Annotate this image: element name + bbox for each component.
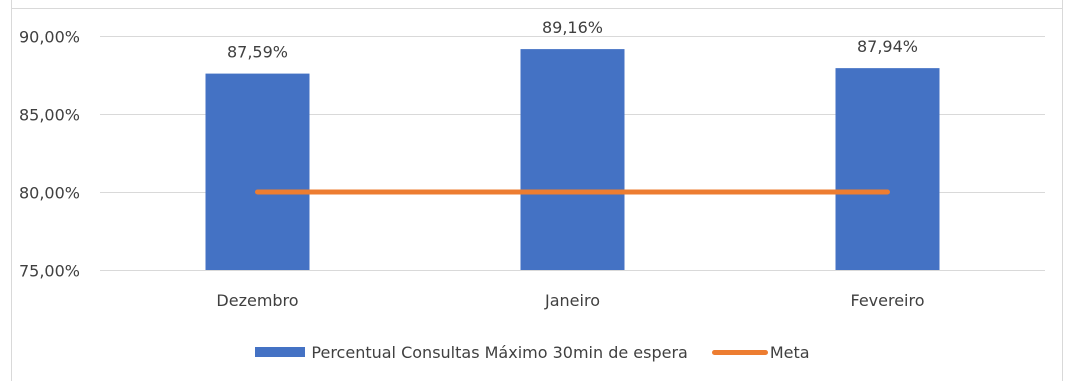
bar-fevereiro xyxy=(835,68,940,270)
frame-border-right xyxy=(1062,0,1063,381)
legend-item-series-0: Percentual Consultas Máximo 30min de esp… xyxy=(255,342,688,362)
bar-janeiro xyxy=(520,49,625,270)
legend-label-series-1: Meta xyxy=(769,342,810,362)
x-tick-label: Dezembro xyxy=(216,291,298,310)
x-tick-label: Janeiro xyxy=(544,291,600,310)
bar-dezembro xyxy=(205,73,310,270)
legend-label-series-0: Percentual Consultas Máximo 30min de esp… xyxy=(311,342,688,362)
data-label: 87,59% xyxy=(227,43,288,62)
chart-svg: 90,00% 85,00% 80,00% 75,00% 87,59% 89,16% 87,9… xyxy=(11,8,1063,310)
legend-item-series-1: Meta xyxy=(711,342,810,362)
y-tick-label: 80,00% xyxy=(19,184,80,203)
data-label: 87,94% xyxy=(857,37,918,56)
y-tick-label: 85,00% xyxy=(19,106,80,125)
y-tick-label: 90,00% xyxy=(19,28,80,47)
x-tick-label: Fevereiro xyxy=(850,291,924,310)
legend: Percentual Consultas Máximo 30min de esp… xyxy=(0,340,1065,364)
data-label: 89,16% xyxy=(542,18,603,37)
legend-swatch-line xyxy=(711,349,768,355)
legend-swatch-bar xyxy=(255,347,306,357)
frame-border-left xyxy=(11,0,12,381)
y-tick-label: 75,00% xyxy=(19,262,80,281)
